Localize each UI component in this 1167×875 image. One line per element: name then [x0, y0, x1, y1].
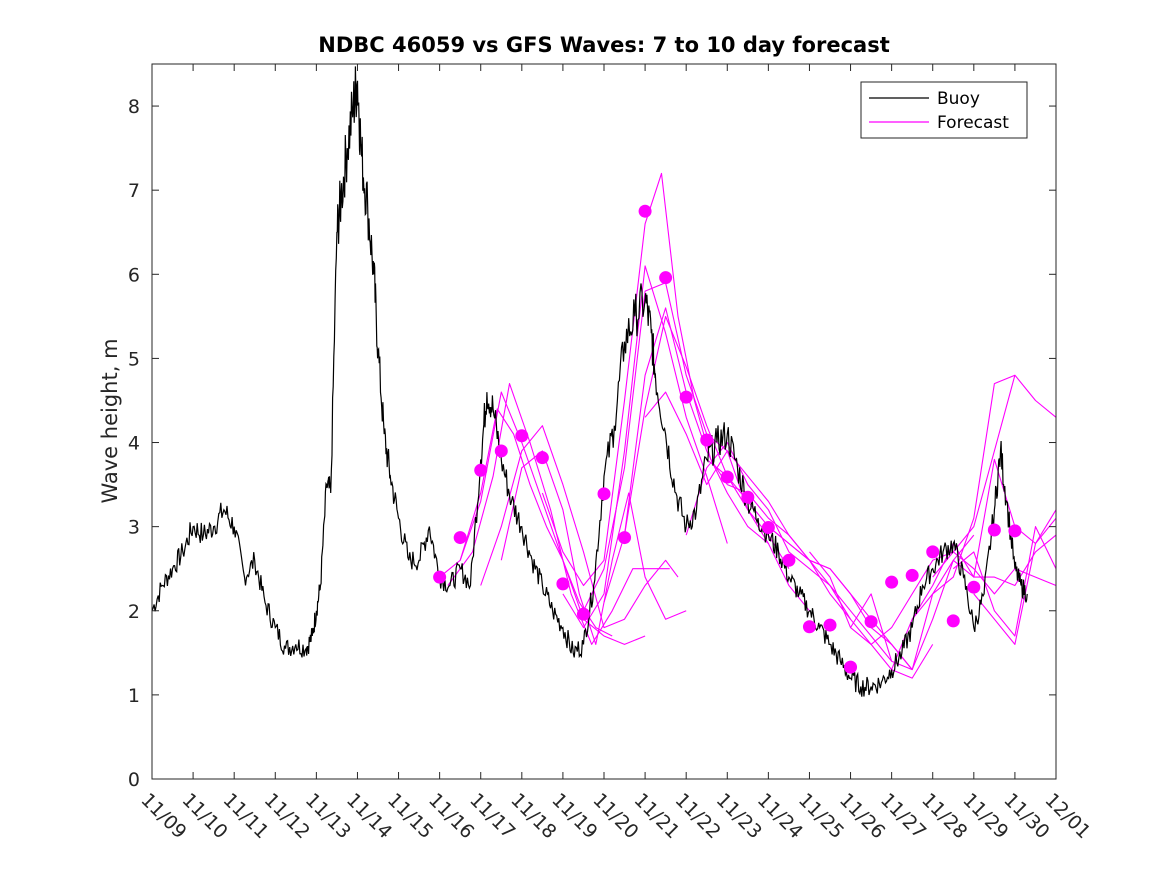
- x-tick-label: 11/15: [383, 789, 437, 843]
- x-tick-label: 11/25: [794, 789, 848, 843]
- legend-box: [860, 81, 1028, 139]
- forecast-point: [433, 570, 447, 584]
- forecast-point: [802, 620, 816, 634]
- forecast-point: [679, 390, 693, 404]
- y-tick-label: 0: [128, 769, 140, 791]
- forecast-series-line: [500, 450, 687, 645]
- forecast-point: [885, 575, 899, 589]
- x-tick-label: 11/16: [424, 789, 478, 843]
- plot-frame: [151, 63, 1057, 780]
- forecast-series-line: [459, 391, 646, 645]
- forecast-point: [638, 204, 652, 218]
- forecast-point: [823, 618, 837, 632]
- x-tick-label: 11/29: [958, 789, 1012, 843]
- forecast-point: [618, 531, 632, 545]
- forecast-series-line: [644, 391, 851, 620]
- forecast-series-line: [850, 374, 1057, 671]
- forecast-point: [515, 429, 529, 443]
- x-tick-label: 11/12: [260, 789, 314, 843]
- x-tick-label: 11/30: [999, 789, 1053, 843]
- forecast-series-line: [727, 484, 934, 679]
- x-tick-label: 11/14: [342, 789, 396, 843]
- x-tick-label: 11/20: [588, 789, 642, 843]
- plot-background: [152, 64, 1056, 779]
- forecast-point: [1008, 524, 1022, 538]
- x-tick-label: 11/18: [506, 789, 560, 843]
- forecast-point: [494, 444, 508, 458]
- forecast-point: [987, 523, 1001, 537]
- x-tick-label: 11/24: [753, 789, 807, 843]
- forecast-series-line: [809, 375, 1016, 645]
- chart-title: NDBC 46059 vs GFS Waves: 7 to 10 day for…: [318, 33, 889, 57]
- forecast-point: [926, 545, 940, 559]
- forecast-point: [453, 531, 467, 545]
- x-tick-label: 11/09: [136, 789, 190, 843]
- forecast-point: [474, 463, 488, 477]
- plot-area: [151, 66, 1057, 697]
- forecast-series-line: [583, 282, 769, 612]
- forecast-series-line: [973, 517, 1057, 645]
- legend: Buoy Forecast: [860, 81, 1028, 139]
- y-tick-label: 3: [128, 517, 140, 539]
- y-axis-label: Wave height, m: [98, 338, 122, 503]
- x-tick-label: 11/26: [835, 789, 889, 843]
- forecast-point: [659, 271, 673, 285]
- forecast-point: [967, 580, 981, 594]
- x-tick-label: 11/27: [876, 789, 930, 843]
- forecast-point: [782, 553, 796, 567]
- forecast-point: [535, 451, 549, 465]
- x-tick-label: 11/10: [178, 789, 232, 843]
- x-tick-label: 11/11: [219, 789, 273, 843]
- forecast-point: [844, 660, 858, 674]
- forecast-point: [700, 433, 714, 447]
- forecast-point: [597, 487, 611, 501]
- y-tick-label: 4: [128, 433, 140, 455]
- y-tick-label: 2: [128, 601, 140, 623]
- forecast-point: [946, 614, 960, 628]
- forecast-point: [556, 577, 570, 591]
- forecast-series-line: [562, 265, 728, 629]
- forecast-point: [720, 470, 734, 484]
- forecast-point: [905, 568, 919, 582]
- x-tick-label: 12/01: [1040, 789, 1094, 843]
- x-tick-label: 11/21: [630, 789, 684, 843]
- forecast-series-line: [480, 425, 679, 629]
- x-tick-label: 11/19: [547, 789, 601, 843]
- x-tick-label: 11/22: [671, 789, 725, 843]
- x-tick-label: 11/17: [465, 789, 519, 843]
- x-tick-label: 11/28: [917, 789, 971, 843]
- forecast-series-line: [952, 526, 1057, 637]
- forecast-point: [761, 520, 775, 534]
- forecast-series-line: [447, 383, 670, 645]
- y-tick-label: 6: [128, 264, 140, 286]
- y-tick-label: 5: [128, 348, 140, 370]
- y-tick-label: 8: [128, 96, 140, 118]
- forecast-point: [864, 615, 878, 629]
- forecast-markers: [433, 204, 1022, 674]
- buoy-series-line: [151, 66, 1028, 697]
- y-tick-label: 7: [128, 180, 140, 202]
- forecast-series-line: [541, 172, 728, 587]
- legend-forecast-label: Forecast: [937, 113, 1009, 133]
- x-tick-label: 11/13: [301, 789, 355, 843]
- forecast-point: [741, 490, 755, 504]
- forecast-series-line: [623, 307, 810, 612]
- y-tick-label: 1: [128, 685, 140, 707]
- forecast-series-line: [932, 551, 1057, 595]
- legend-buoy-label: Buoy: [937, 89, 980, 109]
- x-tick-label: 11/23: [712, 789, 766, 843]
- forecast-series-line: [911, 534, 1057, 620]
- forecast-point: [576, 607, 590, 621]
